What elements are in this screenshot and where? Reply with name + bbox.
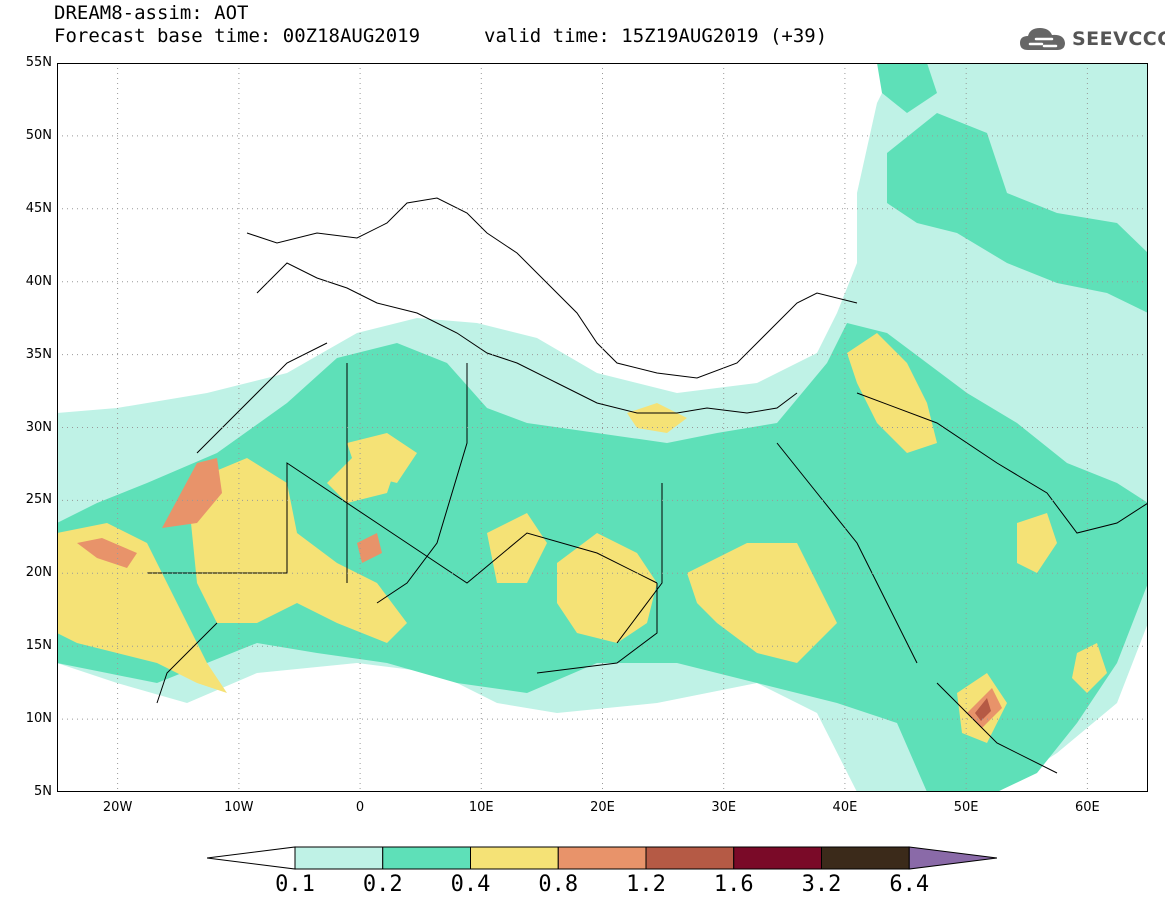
valid-time: valid time: 15Z19AUG2019 (+39): [484, 25, 828, 47]
aot-field: [57, 63, 1148, 792]
lat-label: 10N: [25, 711, 52, 727]
lon-label: 10E: [468, 800, 494, 815]
colorbar-label: 0.4: [450, 872, 491, 897]
lat-label: 15N: [25, 638, 52, 654]
lat-label: 40N: [25, 273, 52, 289]
forecast-times: Forecast base time: 00Z18AUG2019 valid ti…: [54, 25, 827, 47]
colorbar-low-arrow: [207, 846, 296, 870]
colorbar-label: 3.2: [801, 872, 842, 897]
aot-level-0-4: [57, 333, 1107, 743]
colorbar-box: [557, 846, 647, 870]
lon-label: 20E: [590, 800, 615, 815]
lat-label: 20N: [25, 565, 52, 581]
colorbar-box: [733, 846, 822, 870]
lon-label: 40E: [832, 800, 858, 815]
colorbar-label: 6.4: [889, 872, 930, 897]
lat-label: 35N: [25, 346, 52, 362]
colorbar-box: [470, 846, 559, 870]
map-title: DREAM8-assim: AOT: [54, 2, 249, 24]
aot-map: [57, 63, 1148, 792]
base-time: Forecast base time: 00Z18AUG2019: [54, 25, 421, 47]
colorbar-box: [645, 846, 735, 870]
cloud-icon: [1020, 28, 1065, 50]
lon-label: 60E: [1074, 800, 1100, 815]
colorbar-label: 1.2: [626, 872, 666, 897]
aot-level-1-2: [975, 698, 991, 721]
colorbar-box: [382, 846, 471, 870]
seevccc-logo: SEEVCCC: [1018, 22, 1165, 56]
lat-label: 50N: [25, 127, 52, 143]
lat-label: 45N: [25, 200, 52, 216]
colorbar-box: [294, 846, 384, 870]
graticule: [57, 63, 1148, 792]
lat-label: 5N: [34, 784, 52, 799]
colorbar-box: [821, 846, 910, 870]
colorbar-high-arrow: [908, 846, 997, 870]
lon-label: 0: [355, 800, 365, 815]
lat-label: 55N: [25, 55, 52, 70]
colorbar-label: 1.6: [713, 872, 754, 897]
colorbar-label: 0.2: [362, 872, 403, 897]
logo-text: SEEVCCC: [1072, 28, 1165, 50]
lat-label: 25N: [25, 492, 52, 508]
colorbar-label: 0.8: [538, 872, 579, 897]
coastlines: [147, 197, 1148, 774]
lon-label: 50E: [953, 800, 979, 815]
lon-label: 30E: [711, 800, 737, 815]
aot-colorbar: [207, 846, 997, 870]
lat-label: 30N: [25, 419, 52, 435]
lon-label: 10W: [224, 800, 254, 815]
lon-label: 20W: [102, 800, 133, 815]
colorbar-label: 0.1: [275, 872, 315, 897]
